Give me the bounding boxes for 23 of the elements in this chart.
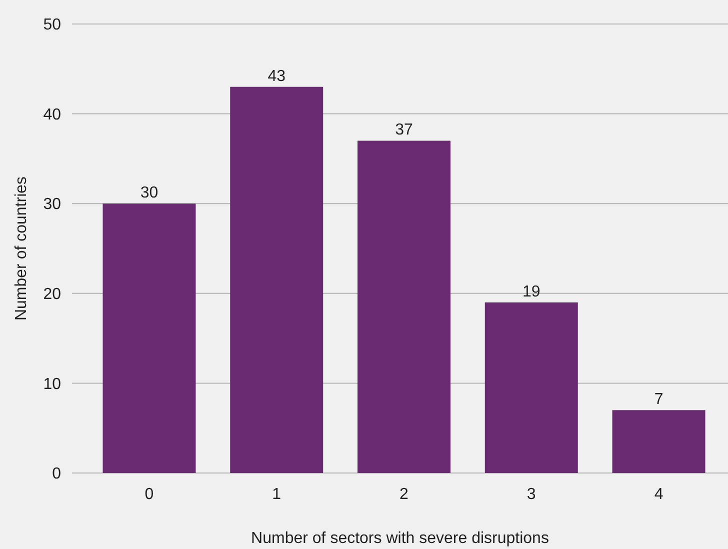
x-tick-label: 2 [400,486,409,503]
data-label: 37 [395,122,413,139]
x-tick-label: 4 [654,486,664,503]
data-label: 43 [268,68,286,85]
bar [484,302,578,473]
x-tick-label: 3 [526,486,536,503]
y-tick-label: 30 [43,196,62,214]
data-label: 19 [522,283,540,300]
y-tick-label: 50 [43,16,62,34]
y-tick-label: 0 [52,466,62,483]
y-tick-label: 10 [43,376,62,393]
x-tick-label: 1 [272,486,282,503]
bar [612,410,706,473]
bar [358,140,450,473]
y-tick-label: 20 [43,286,62,303]
x-tick-label: 0 [144,486,154,503]
bar [230,86,324,473]
data-label: 7 [654,391,664,408]
bar [102,204,196,473]
data-label: 30 [140,184,158,202]
y-axis-title: Number of countries [13,176,30,321]
x-axis-title: Number of sectors with severe disruptions [251,530,549,547]
y-tick-label: 40 [43,106,62,124]
